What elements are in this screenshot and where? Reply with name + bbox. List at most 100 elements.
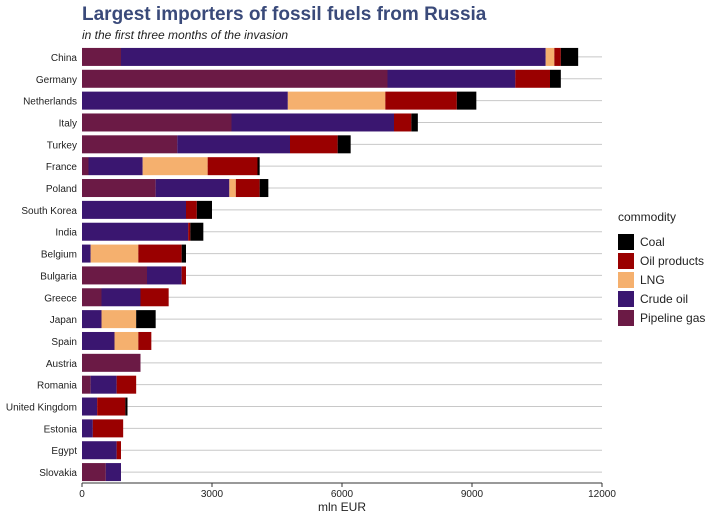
bar-south-korea-crude-oil (82, 200, 186, 219)
bar-china-oil-products (554, 47, 561, 66)
bar-slovakia-pipeline-gas (82, 463, 106, 482)
category-label: Egypt (51, 446, 77, 457)
category-label: Italy (59, 118, 77, 129)
bar-romania-pipeline-gas (82, 375, 91, 394)
bar-germany-coal (550, 69, 561, 88)
bar-romania-oil-products (116, 375, 137, 394)
legend-swatch (618, 290, 634, 307)
bar-belgium-lng (90, 244, 139, 263)
chart-subtitle: in the first three months of the invasio… (82, 28, 289, 42)
bar-bulgaria-pipeline-gas (82, 266, 147, 285)
category-label: Japan (50, 315, 77, 326)
bar-poland-pipeline-gas (82, 179, 156, 198)
category-label: Slovakia (39, 468, 77, 479)
legend-swatch (618, 233, 634, 250)
category-label: Estonia (44, 424, 78, 435)
bar-spain-oil-products (138, 331, 152, 350)
bar-romania-crude-oil (90, 375, 117, 394)
bar-germany-crude-oil (387, 69, 516, 88)
x-axis-label: mln EUR (318, 500, 366, 514)
category-label: Spain (51, 337, 77, 348)
x-tick-label: 12000 (588, 489, 616, 500)
category-label: Romania (37, 381, 77, 392)
category-label: India (55, 228, 77, 239)
bar-egypt-oil-products (116, 441, 121, 460)
category-label: France (46, 162, 78, 173)
bar-netherlands-coal (456, 91, 477, 110)
bar-italy-crude-oil (231, 113, 394, 132)
x-tick-label: 6000 (331, 489, 354, 500)
bar-bulgaria-crude-oil (147, 266, 182, 285)
category-label: Belgium (41, 250, 77, 261)
bar-netherlands-lng (287, 91, 386, 110)
legend-item-pipeline-gas: Pipeline gas (618, 308, 705, 327)
bar-france-oil-products (207, 157, 258, 176)
bar-greece-crude-oil (101, 288, 141, 307)
legend-label: Crude oil (640, 291, 689, 306)
bar-spain-crude-oil (82, 331, 115, 350)
bar-germany-oil-products (515, 69, 550, 88)
bar-austria-pipeline-gas (82, 353, 141, 372)
bar-poland-lng (229, 179, 236, 198)
legend-item-crude-oil: Crude oil (618, 289, 705, 308)
category-label: Bulgaria (40, 271, 77, 282)
category-label: Greece (44, 293, 77, 304)
bar-turkey-crude-oil (177, 135, 290, 154)
category-label: United Kingdom (6, 403, 77, 414)
legend-item-oil-products: Oil products (618, 251, 705, 270)
bar-france-pipeline-gas (82, 157, 89, 176)
chart-title: Largest importers of fossil fuels from R… (82, 4, 487, 25)
category-label: Turkey (47, 140, 77, 151)
bar-belgium-crude-oil (82, 244, 91, 263)
legend-item-coal: Coal (618, 232, 705, 251)
bar-india-crude-oil (82, 222, 189, 241)
bar-netherlands-oil-products (385, 91, 457, 110)
bar-france-lng (142, 157, 208, 176)
bar-poland-coal (259, 179, 269, 198)
bar-estonia-crude-oil (82, 419, 93, 438)
bar-japan-lng (101, 310, 137, 329)
legend-label: Pipeline gas (640, 310, 706, 325)
x-tick-label: 3000 (201, 489, 224, 500)
bar-japan-crude-oil (82, 310, 102, 329)
bar-bulgaria-oil-products (181, 266, 186, 285)
bar-china-lng (545, 47, 555, 66)
bar-turkey-coal (337, 135, 351, 154)
bar-united-kingdom-oil-products (97, 397, 126, 416)
category-label: Austria (46, 359, 78, 370)
bar-united-kingdom-crude-oil (82, 397, 98, 416)
bar-egypt-crude-oil (82, 441, 117, 460)
bar-india-coal (190, 222, 204, 241)
bar-slovakia-crude-oil (105, 463, 121, 482)
bar-italy-coal (411, 113, 418, 132)
category-label: Netherlands (23, 97, 77, 108)
x-tick-label: 0 (79, 489, 85, 500)
bar-turkey-oil-products (290, 135, 338, 154)
bar-south-korea-oil-products (186, 200, 197, 219)
bar-france-coal (257, 157, 260, 176)
category-label: Poland (46, 184, 77, 195)
bar-poland-crude-oil (155, 179, 230, 198)
bar-turkey-pipeline-gas (82, 135, 178, 154)
bar-italy-pipeline-gas (82, 113, 232, 132)
bar-belgium-oil-products (138, 244, 182, 263)
bar-estonia-oil-products (92, 419, 124, 438)
bar-netherlands-crude-oil (82, 91, 288, 110)
category-label: Germany (36, 75, 77, 86)
legend-item-lng: LNG (618, 270, 705, 289)
bar-belgium-coal (181, 244, 186, 263)
category-label: China (51, 53, 78, 64)
legend-title: commodity (618, 210, 677, 224)
bar-china-coal (560, 47, 579, 66)
bar-poland-oil-products (235, 179, 260, 198)
bar-china-pipeline-gas (82, 47, 121, 66)
bar-italy-oil-products (394, 113, 412, 132)
bar-france-crude-oil (88, 157, 143, 176)
bar-japan-coal (136, 310, 156, 329)
legend-swatch (618, 252, 634, 269)
bar-greece-oil-products (140, 288, 169, 307)
x-tick-label: 9000 (461, 489, 484, 500)
bar-germany-pipeline-gas (82, 69, 388, 88)
bar-spain-lng (114, 331, 139, 350)
